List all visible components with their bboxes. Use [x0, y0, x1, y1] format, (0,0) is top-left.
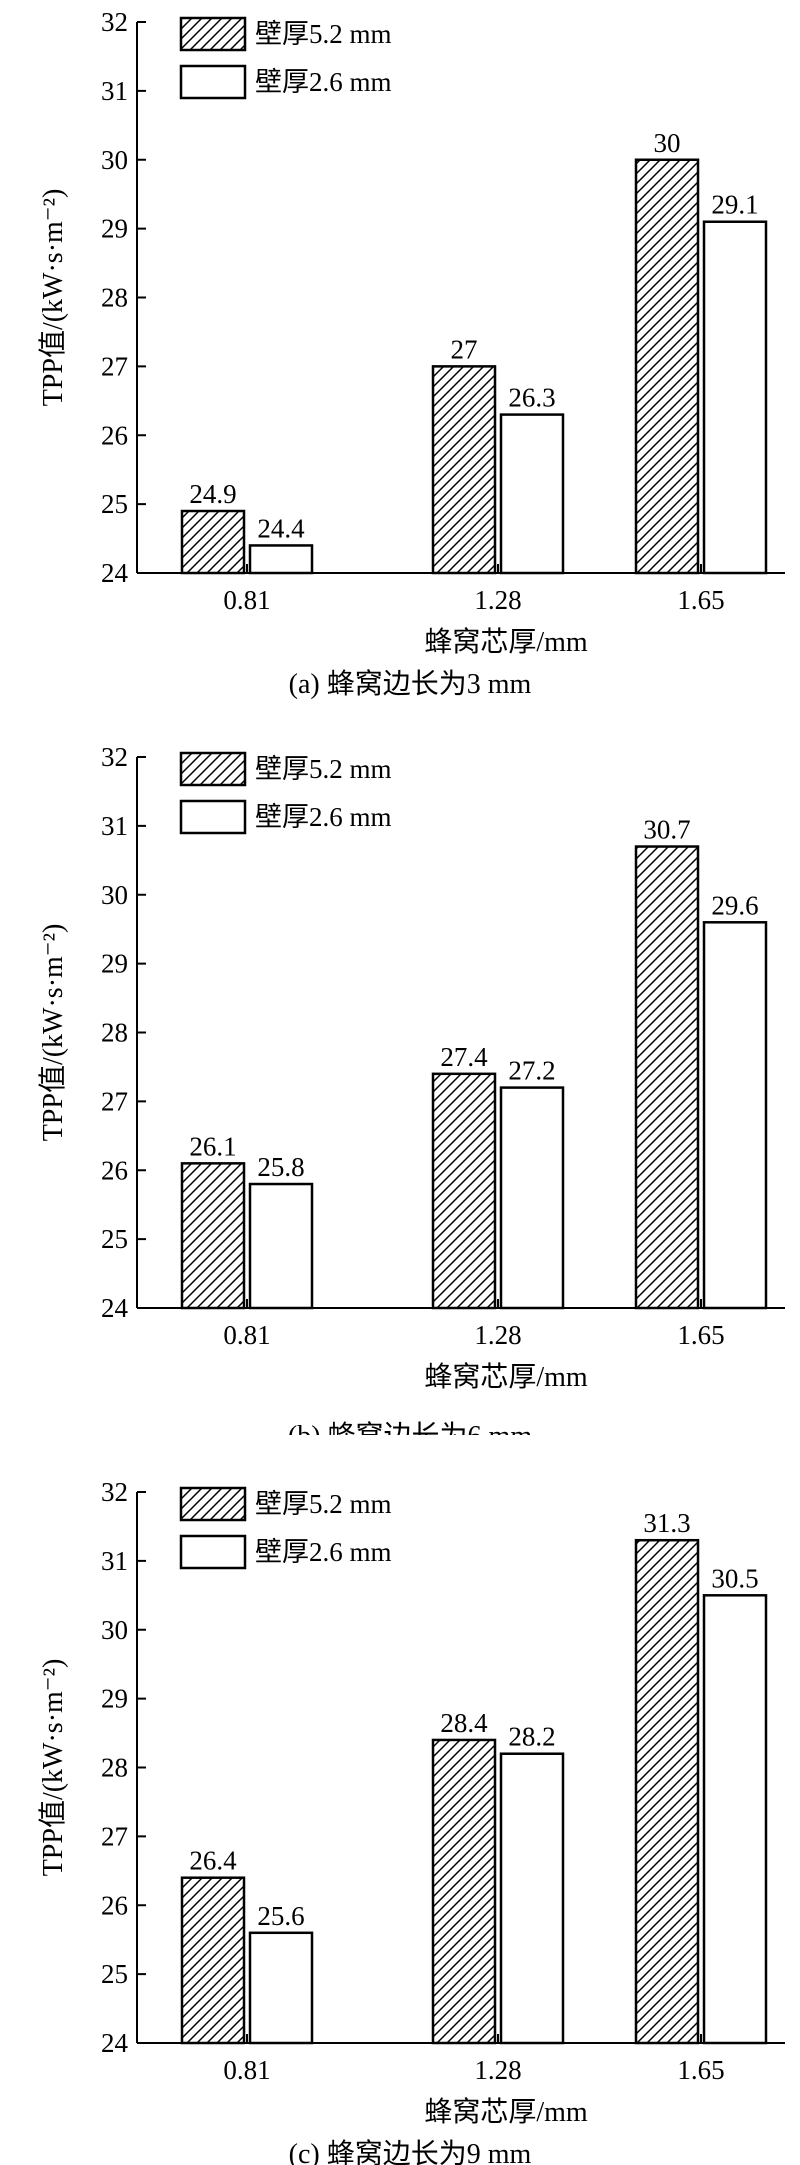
y-tick-label: 31 — [101, 76, 128, 106]
bar-value-label: 26.3 — [508, 383, 555, 413]
y-tick-label: 29 — [101, 1684, 128, 1714]
bar — [634, 158, 700, 575]
y-tick-label: 29 — [101, 949, 128, 979]
y-tick-label: 26 — [101, 1890, 128, 1920]
x-tick-label: 1.28 — [474, 1320, 521, 1350]
chart-panel-b: 24 25 26 27 28 29 30 31 32 0.81 1.28 1.65 26.1 27.4 30… — [0, 735, 800, 1435]
y-tick-label: 24 — [101, 558, 129, 588]
bar-value-label: 27.4 — [440, 1042, 488, 1072]
bar-value-label: 26.1 — [189, 1131, 236, 1161]
bar — [248, 1931, 314, 2045]
x-tick-label: 0.81 — [223, 1320, 270, 1350]
bar — [499, 1086, 565, 1310]
y-tick-label: 32 — [101, 742, 128, 772]
bar — [248, 544, 314, 575]
legend-label: 壁厚2.6 mm — [255, 1537, 392, 1567]
y-tick-label: 28 — [101, 1753, 128, 1783]
y-tick-label: 25 — [101, 1959, 128, 1989]
x-axis-label: 蜂窝芯厚/mm — [424, 626, 588, 658]
bar-value-label: 29.6 — [711, 890, 758, 920]
bar — [634, 1538, 700, 2045]
bar — [431, 1738, 497, 2045]
y-tick-label: 25 — [101, 489, 128, 519]
legend-swatch — [179, 16, 247, 52]
legend-swatch — [179, 1534, 247, 1570]
bar-value-label: 25.8 — [257, 1152, 304, 1182]
bar — [634, 845, 700, 1310]
chart-panel-c: 24 25 26 27 28 29 30 31 32 0.81 1.28 1.65 26.4 28.4 31… — [0, 1470, 800, 2165]
x-tick-label: 1.65 — [677, 2055, 724, 2085]
bar-value-label: 30.5 — [711, 1563, 758, 1593]
legend-swatch — [179, 64, 247, 100]
y-tick-label: 28 — [101, 283, 128, 313]
x-tick-label: 1.65 — [677, 585, 724, 615]
chart-svg: 24 25 26 27 28 29 30 31 32 0.81 1.28 1.65 26.4 28.4 31… — [37, 1477, 785, 2165]
legend-label: 壁厚5.2 mm — [255, 1489, 392, 1519]
y-axis-label: TPP值/(kW·s·m⁻²) — [37, 189, 69, 407]
bar — [180, 509, 246, 575]
y-tick-label: 27 — [101, 1821, 128, 1851]
bar — [180, 1876, 246, 2045]
bar — [431, 1072, 497, 1310]
legend-swatch — [179, 1486, 247, 1522]
bar-value-label: 25.6 — [257, 1901, 304, 1931]
y-tick-label: 32 — [101, 1477, 128, 1507]
bar-value-label: 28.4 — [440, 1708, 488, 1738]
x-tick-label: 0.81 — [223, 585, 270, 615]
y-tick-label: 31 — [101, 811, 128, 841]
x-tick-label: 0.81 — [223, 2055, 270, 2085]
bar-value-label: 30.7 — [643, 815, 690, 845]
y-tick-label: 25 — [101, 1224, 128, 1254]
y-tick-label: 26 — [101, 1155, 128, 1185]
legend-swatch — [179, 751, 247, 787]
chart-panel-a: 24 25 26 27 28 29 30 31 32 0.81 1.28 1.65 24.9 27 30 24… — [0, 0, 800, 700]
chart-caption: (b) 蜂窝边长为6 mm — [288, 1420, 532, 1435]
x-tick-label: 1.28 — [474, 2055, 521, 2085]
x-axis-label: 蜂窝芯厚/mm — [424, 1361, 588, 1393]
bar — [431, 365, 497, 575]
y-tick-label: 32 — [101, 7, 128, 37]
bar-value-label: 29.1 — [711, 190, 758, 220]
y-tick-label: 24 — [101, 1293, 129, 1323]
bar-value-label: 30 — [654, 128, 681, 158]
y-tick-label: 30 — [101, 880, 128, 910]
bar — [702, 1594, 768, 2045]
chart-svg: 24 25 26 27 28 29 30 31 32 0.81 1.28 1.65 26.1 27.4 30… — [37, 742, 785, 1435]
legend-label: 壁厚2.6 mm — [255, 67, 392, 97]
bar-value-label: 26.4 — [189, 1846, 237, 1876]
bar — [499, 1752, 565, 2045]
bar-value-label: 24.4 — [257, 513, 305, 543]
y-tick-label: 29 — [101, 214, 128, 244]
y-tick-label: 30 — [101, 145, 128, 175]
bar-value-label: 27.2 — [508, 1056, 555, 1086]
chart-caption: (a) 蜂窝边长为3 mm — [289, 668, 532, 700]
bar — [702, 921, 768, 1310]
bar — [499, 413, 565, 575]
y-axis-label: TPP值/(kW·s·m⁻²) — [37, 1659, 69, 1877]
y-tick-label: 27 — [101, 351, 128, 381]
bar-value-label: 28.2 — [508, 1722, 555, 1752]
y-tick-label: 31 — [101, 1546, 128, 1576]
bar — [702, 220, 768, 575]
chart-caption: (c) 蜂窝边长为9 mm — [289, 2138, 532, 2165]
legend-label: 壁厚2.6 mm — [255, 802, 392, 832]
y-tick-label: 26 — [101, 420, 128, 450]
bar — [180, 1162, 246, 1310]
bar-value-label: 27 — [451, 334, 478, 364]
legend-label: 壁厚5.2 mm — [255, 754, 392, 784]
x-axis-label: 蜂窝芯厚/mm — [424, 2096, 588, 2128]
y-tick-label: 27 — [101, 1086, 128, 1116]
y-tick-label: 24 — [101, 2028, 129, 2058]
legend-swatch — [179, 799, 247, 835]
y-tick-label: 30 — [101, 1615, 128, 1645]
y-tick-label: 28 — [101, 1018, 128, 1048]
legend-label: 壁厚5.2 mm — [255, 19, 392, 49]
chart-svg: 24 25 26 27 28 29 30 31 32 0.81 1.28 1.65 24.9 27 30 24… — [37, 7, 785, 700]
bar-value-label: 24.9 — [189, 479, 236, 509]
bar-value-label: 31.3 — [643, 1508, 690, 1538]
x-tick-label: 1.28 — [474, 585, 521, 615]
bar — [248, 1182, 314, 1310]
y-axis-label: TPP值/(kW·s·m⁻²) — [37, 924, 69, 1142]
x-tick-label: 1.65 — [677, 1320, 724, 1350]
